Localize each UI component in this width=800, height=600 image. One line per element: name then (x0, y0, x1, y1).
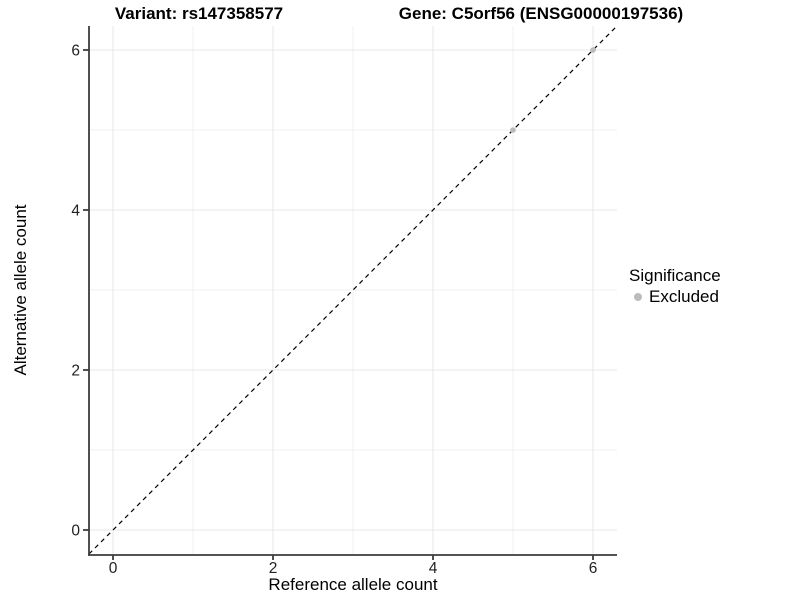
x-tick-label: 2 (269, 560, 278, 577)
y-tick-label: 6 (71, 43, 80, 60)
legend-item-label: Excluded (649, 287, 719, 306)
plot-title-gene: Gene: C5orf56 (ENSG00000197536) (398, 4, 684, 23)
x-tick-label: 0 (109, 560, 118, 577)
y-tick-label: 0 (71, 523, 80, 540)
legend-item-excluded: Excluded (629, 286, 721, 307)
data-point (510, 127, 516, 133)
data-point (590, 47, 596, 53)
y-tick-label: 2 (71, 363, 80, 380)
excluded-point-icon (634, 292, 642, 301)
plot-title-variant: Variant: rs147358577 (114, 4, 284, 23)
y-tick-label: 4 (71, 203, 80, 220)
legend-title: Significance (629, 266, 721, 285)
legend: Significance Excluded (629, 265, 721, 307)
identity-dashed-line (88, 25, 618, 555)
y-axis-label: Alternative allele count (11, 204, 30, 376)
x-tick-label: 4 (429, 560, 438, 577)
x-tick-label: 6 (589, 560, 598, 577)
x-axis-label: Reference allele count (268, 575, 438, 594)
